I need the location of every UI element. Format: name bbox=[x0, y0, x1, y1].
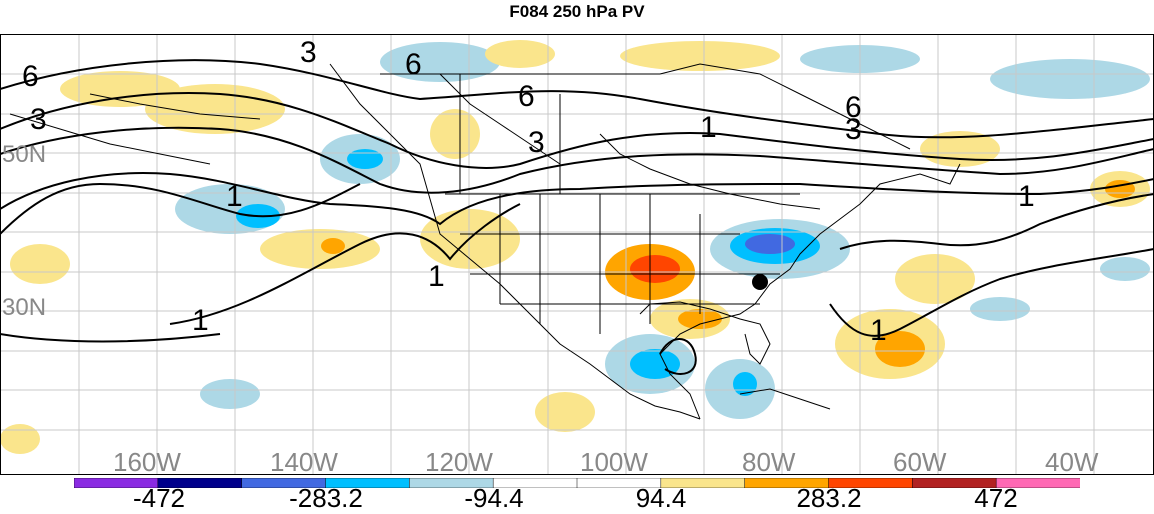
contour-label: 1 bbox=[428, 260, 445, 293]
colorbar-swatch bbox=[995, 478, 1080, 488]
colorbar-tick-label: -472 bbox=[132, 483, 186, 513]
lon-label-40w: 40W bbox=[1045, 447, 1099, 475]
contour-label-group: 6 3 6 6 3 1 6 3 1 1 1 1 1 3 bbox=[22, 36, 1035, 347]
lat-label-50n: 50N bbox=[2, 141, 46, 168]
pv-map: 6 3 6 6 3 1 6 3 1 1 1 1 1 3 50N 30N 160W… bbox=[0, 34, 1154, 475]
contour-label: 1 bbox=[192, 304, 209, 337]
contour-label: 1 bbox=[226, 180, 243, 213]
state-borders bbox=[380, 73, 800, 334]
longitude-labels: 160W 140W 120W 100W 80W 60W 40W bbox=[113, 447, 1099, 475]
contour-label: 6 bbox=[518, 80, 535, 113]
pv-shading bbox=[0, 40, 1150, 454]
contour-label: 6 bbox=[845, 91, 862, 124]
colorbar-tick-label: 472 bbox=[974, 483, 1018, 513]
colorbar-tick-label: -283.2 bbox=[289, 483, 363, 513]
contour-label: 3 bbox=[30, 103, 47, 136]
lon-label-140w: 140W bbox=[270, 447, 338, 475]
pv-contours bbox=[0, 59, 1154, 375]
latitude-labels: 50N 30N bbox=[2, 141, 46, 321]
colorbar-tick-label: 94.4 bbox=[635, 483, 687, 513]
lon-label-100w: 100W bbox=[580, 447, 648, 475]
colorbar bbox=[74, 478, 1080, 488]
colorbar-tick-label: -94.4 bbox=[464, 483, 524, 513]
contour-label: 6 bbox=[22, 60, 39, 93]
map-title: F084 250 hPa PV bbox=[509, 2, 645, 21]
lon-label-60w: 60W bbox=[893, 447, 947, 475]
colorbar-swatches bbox=[74, 478, 1080, 488]
lon-label-80w: 80W bbox=[742, 447, 796, 475]
contour-label: 1 bbox=[870, 314, 887, 347]
colorbar-tick-label: 283.2 bbox=[796, 483, 862, 513]
location-marker bbox=[752, 274, 768, 290]
contour-label: 1 bbox=[1018, 180, 1035, 213]
contour-label: 3 bbox=[845, 113, 862, 146]
lon-label-160w: 160W bbox=[113, 447, 181, 475]
lat-label-30n: 30N bbox=[2, 294, 46, 321]
contour-label: 1 bbox=[700, 111, 717, 144]
contour-label: 3 bbox=[300, 36, 317, 69]
contour-label: 3 bbox=[528, 126, 545, 159]
contour-label: 6 bbox=[405, 48, 422, 81]
lon-label-120w: 120W bbox=[425, 447, 493, 475]
